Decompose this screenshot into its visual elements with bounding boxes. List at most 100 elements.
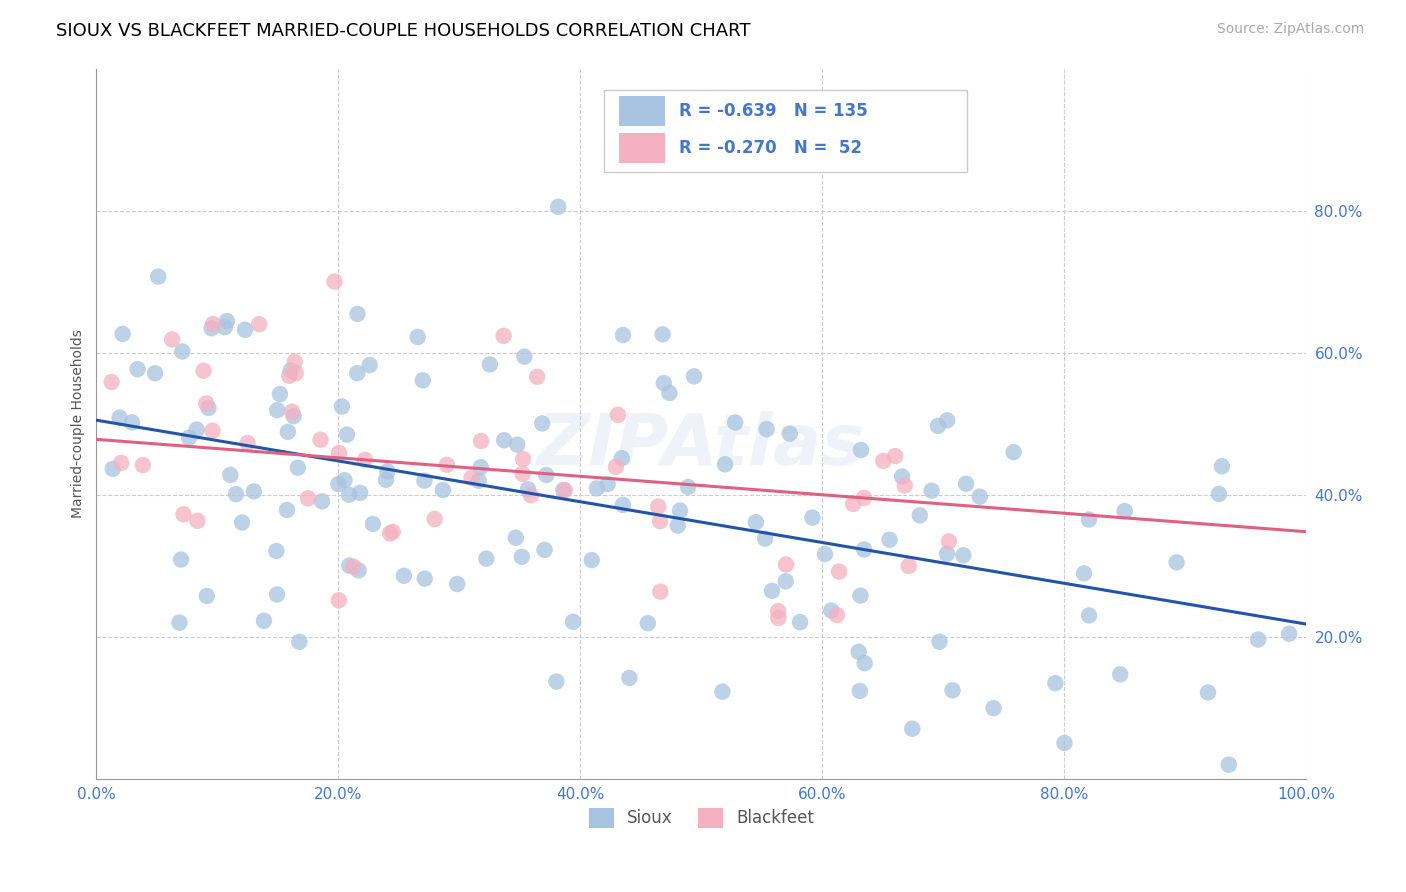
Point — [412, 373, 434, 387]
Point — [969, 490, 991, 504]
Point — [354, 453, 377, 467]
Point — [814, 547, 837, 561]
Point — [193, 364, 215, 378]
Point — [512, 467, 534, 481]
Point — [328, 477, 350, 491]
Point — [323, 275, 346, 289]
Point — [1053, 736, 1076, 750]
Point — [284, 366, 307, 380]
Point — [658, 386, 681, 401]
Point — [605, 459, 627, 474]
Point — [921, 483, 943, 498]
Point — [853, 542, 876, 557]
Point — [650, 584, 672, 599]
Point — [148, 269, 170, 284]
Point — [359, 358, 381, 372]
Point — [711, 684, 734, 698]
Point — [652, 376, 675, 391]
Point — [287, 460, 309, 475]
Point — [283, 409, 305, 424]
Point — [506, 438, 529, 452]
Point — [328, 446, 350, 460]
Point — [284, 355, 307, 369]
Point — [612, 328, 634, 343]
Point — [201, 424, 224, 438]
Point — [884, 449, 907, 463]
Point — [160, 333, 183, 347]
Point — [233, 323, 256, 337]
Point — [936, 547, 959, 561]
Point — [278, 368, 301, 383]
Point — [475, 551, 498, 566]
Point — [547, 200, 569, 214]
Point — [494, 434, 516, 448]
Point — [1045, 676, 1067, 690]
Point — [676, 480, 699, 494]
Point — [755, 422, 778, 436]
Point — [1073, 566, 1095, 581]
Point — [219, 467, 242, 482]
Point — [581, 553, 603, 567]
Point — [1218, 757, 1240, 772]
Point — [637, 616, 659, 631]
Point — [554, 483, 576, 498]
Point — [333, 473, 356, 487]
FancyBboxPatch shape — [619, 95, 665, 127]
Point — [195, 396, 218, 410]
Y-axis label: Married-couple Households: Married-couple Households — [72, 329, 86, 518]
Point — [938, 534, 960, 549]
Point — [328, 593, 350, 607]
Point — [215, 314, 238, 328]
Point — [266, 544, 288, 558]
Text: SIOUX VS BLACKFEET MARRIED-COUPLE HOUSEHOLDS CORRELATION CHART: SIOUX VS BLACKFEET MARRIED-COUPLE HOUSEH… — [56, 22, 751, 40]
Point — [607, 408, 630, 422]
Point — [236, 436, 259, 450]
Point — [651, 327, 673, 342]
Point — [513, 350, 536, 364]
Point — [901, 722, 924, 736]
Point — [197, 401, 219, 415]
Point — [1002, 445, 1025, 459]
Point — [562, 615, 585, 629]
Point — [377, 464, 399, 478]
Point — [526, 369, 548, 384]
Point — [169, 615, 191, 630]
Point — [269, 387, 291, 401]
Point — [100, 375, 122, 389]
Point — [879, 533, 901, 547]
Point — [297, 491, 319, 506]
Point — [952, 549, 974, 563]
Point — [820, 603, 842, 617]
Point — [186, 423, 208, 437]
Point — [1114, 504, 1136, 518]
Point — [337, 488, 360, 502]
Point — [309, 433, 332, 447]
Point — [127, 362, 149, 376]
Point — [231, 516, 253, 530]
Point — [761, 583, 783, 598]
Point — [111, 326, 134, 341]
Point — [392, 568, 415, 582]
Point — [849, 442, 872, 457]
Point — [648, 514, 671, 528]
FancyBboxPatch shape — [619, 133, 665, 163]
Point — [801, 510, 824, 524]
Point — [380, 526, 402, 541]
Text: R = -0.270   N =  52: R = -0.270 N = 52 — [679, 139, 862, 157]
Point — [936, 413, 959, 427]
Legend: Sioux, Blackfeet: Sioux, Blackfeet — [582, 801, 821, 835]
Point — [619, 671, 641, 685]
Point — [311, 494, 333, 508]
Point — [825, 608, 848, 623]
Point — [347, 563, 370, 577]
Point — [470, 460, 492, 475]
Point — [666, 518, 689, 533]
Point — [754, 532, 776, 546]
Point — [266, 587, 288, 601]
Point — [330, 400, 353, 414]
Point — [413, 572, 436, 586]
Point — [553, 483, 575, 497]
Point — [108, 410, 131, 425]
Point — [177, 431, 200, 445]
Point — [683, 369, 706, 384]
